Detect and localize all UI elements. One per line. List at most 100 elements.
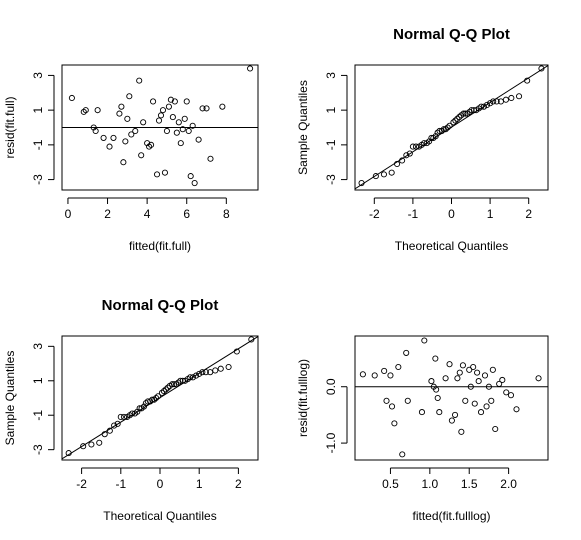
data-point <box>136 77 143 84</box>
x-tick-label: 0 <box>157 477 164 491</box>
data-point <box>438 127 445 135</box>
data-point <box>177 377 184 384</box>
data-point <box>371 372 378 379</box>
data-point <box>162 386 169 393</box>
data-point <box>110 134 117 141</box>
data-point <box>436 409 443 416</box>
data-point <box>187 374 194 381</box>
data-point <box>359 371 366 378</box>
data-point <box>454 115 461 122</box>
data-point <box>492 425 499 433</box>
data-point <box>471 400 478 407</box>
data-point <box>157 112 165 119</box>
data-point <box>165 103 172 110</box>
data-point <box>191 180 198 187</box>
data-point <box>193 372 200 379</box>
data-point <box>187 173 194 180</box>
data-point <box>406 150 413 157</box>
data-point <box>117 413 124 420</box>
x-tick-label: 2 <box>525 207 532 221</box>
x-tick-label: 2 <box>104 207 111 221</box>
x-tick-label: -2 <box>369 207 380 221</box>
data-point <box>120 413 127 420</box>
data-point <box>502 96 509 103</box>
data-point <box>450 119 457 126</box>
y-axis-title: Sample Quantiles <box>296 80 310 175</box>
y-axis-title: resid(fit.full) <box>3 96 17 158</box>
y-tick-label: 1 <box>324 106 338 113</box>
data-point <box>434 394 441 402</box>
x-tick-label: 6 <box>183 207 190 221</box>
data-point <box>138 152 145 159</box>
y-tick-label: 1 <box>31 106 45 113</box>
data-point <box>101 431 108 438</box>
data-point <box>372 173 379 180</box>
x-axis-title: Theoretical Quantiles <box>395 239 508 253</box>
y-tick-label: -1 <box>31 410 45 421</box>
data-point <box>451 411 459 418</box>
data-point <box>148 141 155 148</box>
data-point <box>513 406 520 413</box>
data-point <box>380 171 388 178</box>
x-tick-label: 0 <box>448 207 455 221</box>
data-point <box>247 65 254 72</box>
data-point <box>173 129 180 136</box>
data-point <box>151 396 158 403</box>
data-point <box>147 398 154 405</box>
data-point <box>167 96 174 103</box>
y-axis-title: Sample Quantiles <box>3 351 17 446</box>
data-point <box>507 392 515 399</box>
data-point <box>181 115 188 122</box>
y-tick-label: 0.0 <box>324 378 338 395</box>
panel-4: 0.5 1.0 1.5 2.0 -1.0 0.0 fitted(fit.fulllog) re… <box>296 335 549 523</box>
y-tick-label: -3 <box>31 444 45 455</box>
data-point <box>418 409 426 416</box>
data-point <box>462 397 469 404</box>
data-point <box>90 124 97 131</box>
x-axis-title: fitted(fit.fulllog) <box>412 509 490 523</box>
data-point <box>128 131 135 138</box>
data-point <box>456 369 463 376</box>
data-point <box>485 383 492 390</box>
data-point <box>179 126 186 133</box>
data-point <box>126 93 133 100</box>
data-point <box>196 370 203 377</box>
x-tick-label: -1 <box>115 477 126 491</box>
data-point <box>124 115 131 122</box>
data-point <box>470 363 477 371</box>
data-point <box>233 348 240 355</box>
data-point <box>459 362 466 369</box>
y-tick-label: 3 <box>31 72 45 79</box>
data-point <box>478 103 485 110</box>
data-point <box>421 337 428 344</box>
data-point <box>499 376 506 384</box>
data-point <box>480 103 487 110</box>
data-point <box>535 375 542 382</box>
data-point <box>106 427 113 434</box>
data-point <box>493 98 500 105</box>
data-point <box>394 160 401 168</box>
x-tick-label: 4 <box>144 207 151 221</box>
data-point <box>496 380 503 387</box>
data-point <box>140 119 147 126</box>
data-point <box>150 98 157 105</box>
data-point <box>458 428 465 435</box>
data-point <box>159 107 167 114</box>
data-point <box>403 152 410 159</box>
data-point <box>428 378 435 385</box>
x-tick-label: -2 <box>76 477 87 491</box>
y-tick-label: -1 <box>324 139 338 150</box>
data-point <box>88 441 95 448</box>
x-tick-label: 8 <box>223 207 230 221</box>
panel-2: -2 -1 0 1 2 -3 -1 1 3 Theoretical Quantiles Sample… <box>296 26 549 253</box>
data-point <box>454 375 461 382</box>
data-point <box>169 381 176 388</box>
panel-1: 0 2 4 6 8 -3 -1 1 3 fitted(fit.full) resid(fit.ful… <box>3 64 259 253</box>
data-point <box>185 127 192 135</box>
data-point <box>195 136 202 143</box>
data-point <box>144 140 151 147</box>
data-point <box>146 143 153 150</box>
data-point <box>404 397 411 404</box>
data-point <box>490 98 497 105</box>
data-point <box>395 363 402 371</box>
